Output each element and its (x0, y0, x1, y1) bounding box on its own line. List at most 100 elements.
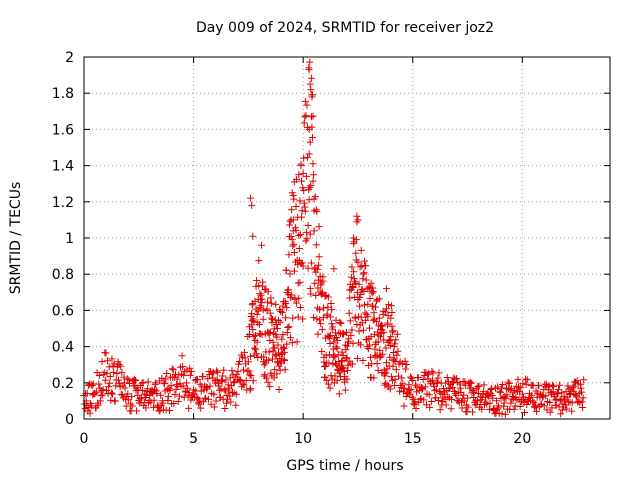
data-point (123, 375, 131, 383)
data-point (342, 328, 350, 336)
data-point (319, 304, 327, 312)
data-point (294, 313, 302, 321)
data-point (158, 374, 166, 382)
data-point (410, 401, 418, 409)
data-point (278, 335, 286, 343)
data-point (399, 380, 407, 388)
y-tick-label: 1.8 (52, 86, 74, 102)
data-point (329, 323, 337, 331)
data-point (400, 402, 408, 410)
data-point (373, 360, 381, 368)
data-point (240, 381, 248, 389)
data-point (362, 262, 370, 270)
data-point (389, 327, 397, 335)
data-point (264, 288, 272, 296)
data-point (267, 299, 275, 307)
data-point (501, 410, 509, 418)
data-point (401, 384, 409, 392)
data-point (111, 397, 119, 405)
data-point (185, 404, 193, 412)
data-point (301, 113, 309, 121)
data-point (361, 309, 369, 317)
data-point (510, 405, 518, 413)
data-point (88, 381, 96, 389)
data-point (348, 263, 356, 271)
data-point (356, 302, 364, 310)
data-point (193, 393, 201, 401)
data-point (496, 388, 504, 396)
data-point (351, 278, 359, 286)
data-point (435, 397, 443, 405)
data-point (163, 369, 171, 377)
data-point (494, 383, 502, 391)
data-point (349, 284, 357, 292)
data-point (568, 407, 576, 415)
data-point (402, 392, 410, 400)
data-point (316, 305, 324, 313)
data-point (464, 394, 472, 402)
data-point (554, 390, 562, 398)
data-point (306, 183, 314, 191)
data-point (487, 385, 495, 393)
data-point (502, 394, 510, 402)
data-point (522, 380, 530, 388)
data-point (132, 376, 140, 384)
data-point (397, 383, 405, 391)
data-point (175, 392, 183, 400)
data-point (162, 375, 170, 383)
data-point (236, 376, 244, 384)
data-point (106, 379, 114, 387)
data-point (519, 380, 527, 388)
data-point (236, 358, 244, 366)
data-point (180, 393, 188, 401)
data-point (251, 331, 259, 339)
data-point (251, 345, 259, 353)
data-point (288, 189, 296, 197)
data-point (276, 318, 284, 326)
data-point (364, 313, 372, 321)
data-point (281, 357, 289, 365)
data-point (308, 134, 316, 142)
data-point (139, 379, 147, 387)
data-point (370, 374, 378, 382)
data-point (179, 382, 187, 390)
data-point (499, 381, 507, 389)
data-point (196, 397, 204, 405)
data-point (418, 386, 426, 394)
data-point (103, 369, 111, 377)
data-point (338, 348, 346, 356)
data-point (304, 222, 312, 230)
data-point (342, 346, 350, 354)
data-point (361, 301, 369, 309)
data-point (289, 216, 297, 224)
data-point (472, 397, 480, 405)
x-tick-label: 0 (80, 431, 89, 447)
data-point (274, 341, 282, 349)
data-point (241, 348, 249, 356)
data-point (395, 372, 403, 380)
data-point (152, 379, 160, 387)
data-point (405, 386, 413, 394)
data-point (382, 285, 390, 293)
data-point (380, 336, 388, 344)
data-point (186, 371, 194, 379)
data-point (208, 370, 216, 378)
data-point (546, 408, 554, 416)
y-tick-label: 0.2 (52, 376, 74, 392)
data-point (303, 235, 311, 243)
data-point (311, 193, 319, 201)
data-point (412, 405, 420, 413)
data-point (379, 350, 387, 358)
data-point (345, 335, 353, 343)
data-point (150, 396, 158, 404)
data-point (493, 397, 501, 405)
data-point (307, 113, 315, 121)
data-point (331, 353, 339, 361)
data-point (387, 314, 395, 322)
data-point (287, 233, 295, 241)
data-point (571, 390, 579, 398)
data-point (290, 178, 298, 186)
data-point (328, 320, 336, 328)
data-point (428, 368, 436, 376)
data-point (514, 375, 522, 383)
